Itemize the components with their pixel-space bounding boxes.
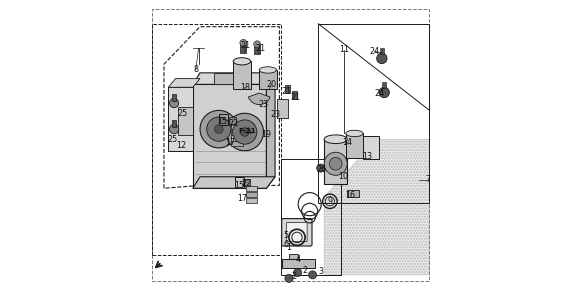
Polygon shape [277,99,288,117]
Circle shape [329,157,342,170]
Circle shape [240,128,249,136]
Polygon shape [168,87,193,151]
Text: 18: 18 [241,83,251,92]
Text: 12: 12 [176,140,186,150]
Polygon shape [324,139,430,275]
Text: 21: 21 [290,93,301,102]
Bar [231,130,243,135]
Bar [285,85,290,93]
Text: 3: 3 [318,267,323,276]
Circle shape [379,87,389,98]
Bar [235,177,244,188]
Circle shape [233,120,257,144]
Text: 24: 24 [369,47,380,56]
Ellipse shape [324,135,347,144]
Circle shape [254,41,261,48]
Text: 17: 17 [225,138,235,147]
Bar [231,124,243,129]
Bar [245,192,257,197]
Text: 17: 17 [237,194,247,203]
Text: 20: 20 [266,80,277,89]
Polygon shape [193,84,266,188]
Bar [172,120,177,127]
Polygon shape [193,73,275,84]
Circle shape [200,110,237,148]
Text: 25: 25 [178,109,188,118]
Text: 6: 6 [284,240,288,249]
Bar [347,190,359,197]
Text: 15: 15 [218,117,228,126]
Bar [245,186,257,191]
Text: 21: 21 [240,41,251,50]
Polygon shape [266,73,275,188]
Circle shape [285,274,293,282]
Text: 26: 26 [316,165,327,174]
Polygon shape [363,136,379,160]
Text: 10: 10 [338,172,348,181]
Text: 25: 25 [167,135,178,144]
Polygon shape [233,61,251,89]
Circle shape [226,113,263,151]
Bar [292,91,297,99]
Circle shape [377,53,387,64]
FancyBboxPatch shape [287,223,307,242]
Text: 21: 21 [255,44,265,53]
Bar [231,135,243,141]
Text: 4: 4 [296,255,301,264]
Circle shape [324,152,347,175]
Circle shape [240,39,247,46]
Text: 2: 2 [291,272,296,281]
Circle shape [214,125,223,133]
Circle shape [294,269,302,277]
Text: 22: 22 [241,180,252,188]
Polygon shape [193,177,275,188]
Bar [289,254,298,259]
Text: 9: 9 [328,197,333,206]
Text: 23: 23 [270,110,280,119]
FancyBboxPatch shape [282,219,312,246]
Circle shape [317,164,325,172]
Circle shape [207,117,231,141]
Ellipse shape [233,58,251,65]
Polygon shape [168,79,200,87]
Bar [245,197,257,203]
Bar [254,46,260,54]
Text: 24: 24 [375,88,384,97]
Bar [229,117,236,124]
Text: 21: 21 [281,87,291,96]
Text: 13: 13 [362,152,372,161]
Bar [240,44,246,53]
Polygon shape [324,139,347,184]
Text: 22: 22 [228,119,239,128]
Text: 5: 5 [284,231,288,240]
Polygon shape [178,108,193,135]
Bar [243,179,250,186]
Bar [231,141,243,146]
Bar [214,73,237,84]
Circle shape [309,271,317,279]
Circle shape [170,124,179,134]
Circle shape [170,99,179,108]
Text: 1: 1 [286,243,291,252]
Polygon shape [259,70,277,89]
Bar [380,48,383,54]
Text: 8: 8 [193,66,198,75]
Bar [283,259,316,268]
Ellipse shape [346,130,363,137]
Wedge shape [248,93,270,105]
Text: 23: 23 [258,100,268,109]
Text: 19: 19 [261,130,272,139]
Text: 2: 2 [303,266,308,275]
Polygon shape [346,133,363,158]
Text: 11: 11 [339,45,349,54]
Text: 16: 16 [345,191,355,200]
Bar [172,94,177,101]
Text: 7: 7 [425,175,430,184]
Text: 15: 15 [234,181,244,190]
Ellipse shape [259,67,277,73]
Text: 14: 14 [342,138,352,147]
Bar [219,114,228,125]
Bar [383,82,386,88]
Text: F-21: F-21 [238,128,255,134]
